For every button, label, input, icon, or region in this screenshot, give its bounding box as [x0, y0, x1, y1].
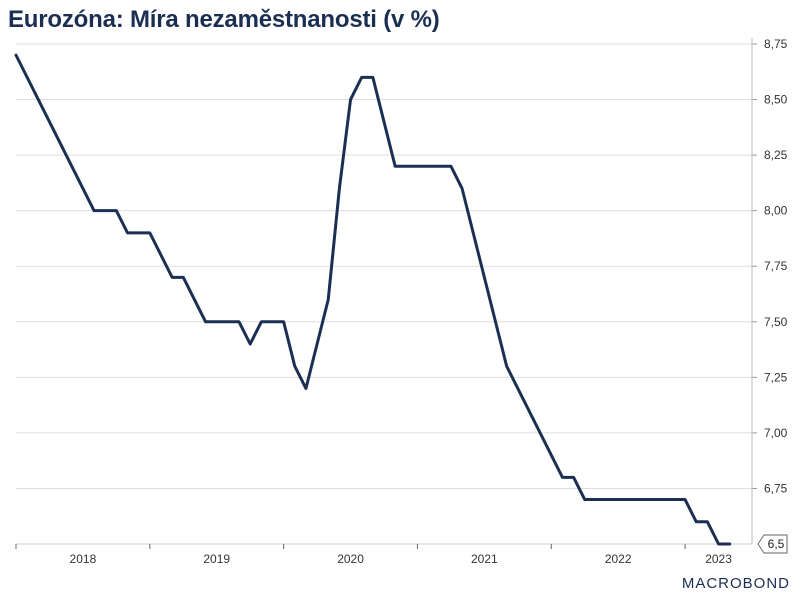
y-tick-label: 8,75 — [764, 37, 788, 51]
label-layer: 6,75 7,00 7,25 7,50 7,75 8,00 8,25 8,50 8,75 2018… — [70, 37, 788, 566]
chart-title: Eurozóna: Míra nezaměstnanosti (v %) — [8, 6, 440, 33]
series-line — [14, 53, 732, 546]
y-tick-label: 8,50 — [764, 93, 788, 107]
last-value-label: 6,5 — [768, 537, 785, 551]
x-tick-label: 2021 — [471, 552, 498, 566]
y-tick-label: 7,50 — [764, 315, 788, 329]
series-layer — [14, 53, 732, 546]
x-tick-label: 2018 — [70, 552, 97, 566]
y-tick-label: 7,75 — [764, 259, 788, 273]
x-tick-label: 2023 — [705, 552, 732, 566]
y-tick-label: 6,75 — [764, 481, 788, 495]
y-tick-label: 7,25 — [764, 370, 788, 384]
grid-layer — [16, 43, 752, 489]
x-tick-label: 2019 — [203, 552, 230, 566]
y-tick-label: 8,00 — [764, 204, 788, 218]
axis-layer — [15, 38, 757, 549]
last-value-flag — [757, 534, 788, 554]
macrobond-logo: MACROBOND — [681, 575, 790, 592]
x-tick-label: 2022 — [605, 552, 632, 566]
y-tick-label: 8,25 — [764, 148, 788, 162]
x-tick-label: 2020 — [337, 552, 364, 566]
y-tick-label: 7,00 — [764, 426, 788, 440]
